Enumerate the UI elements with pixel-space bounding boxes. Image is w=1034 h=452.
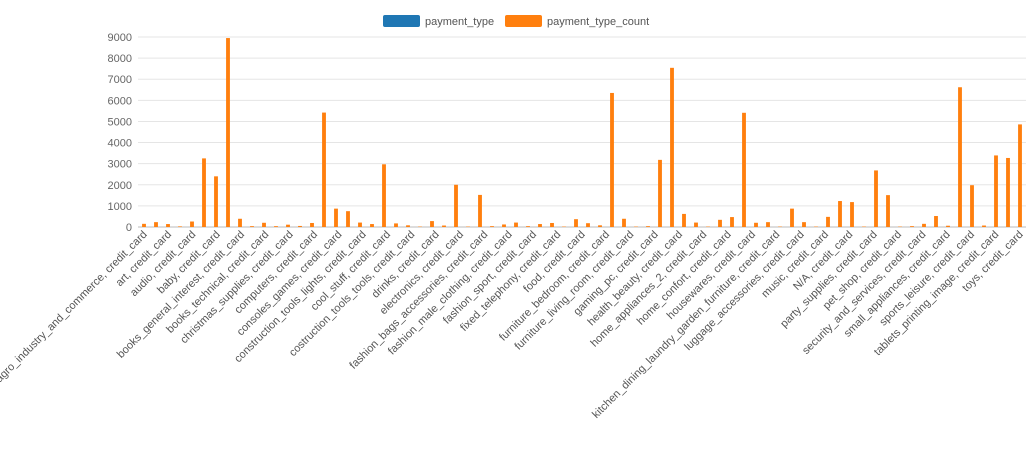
bar[interactable] bbox=[526, 226, 530, 227]
y-tick-label: 5000 bbox=[108, 116, 132, 128]
bar[interactable] bbox=[322, 113, 326, 227]
bar[interactable] bbox=[442, 226, 446, 227]
bar[interactable] bbox=[166, 224, 170, 227]
bar[interactable] bbox=[922, 224, 926, 227]
bar[interactable] bbox=[766, 222, 770, 227]
bar[interactable] bbox=[850, 202, 854, 227]
bar[interactable] bbox=[370, 224, 374, 227]
bar[interactable] bbox=[298, 226, 302, 227]
bar[interactable] bbox=[886, 195, 890, 227]
bar[interactable] bbox=[334, 209, 338, 227]
legend-label-payment_type[interactable]: payment_type bbox=[425, 16, 494, 28]
bars bbox=[142, 38, 1022, 227]
bar[interactable] bbox=[802, 222, 806, 227]
y-tick-label: 8000 bbox=[108, 53, 132, 65]
bar[interactable] bbox=[946, 226, 950, 227]
bar[interactable] bbox=[394, 223, 398, 227]
bar[interactable] bbox=[538, 224, 542, 227]
bar[interactable] bbox=[214, 176, 218, 227]
bar[interactable] bbox=[610, 93, 614, 227]
bar[interactable] bbox=[958, 87, 962, 227]
gridlines bbox=[138, 37, 1026, 227]
bar[interactable] bbox=[874, 170, 878, 227]
bar[interactable] bbox=[1018, 124, 1022, 227]
bar[interactable] bbox=[826, 217, 830, 227]
bar[interactable] bbox=[910, 226, 914, 227]
bar[interactable] bbox=[490, 226, 494, 227]
bar[interactable] bbox=[154, 222, 158, 227]
legend-swatch-payment_type[interactable] bbox=[383, 15, 420, 27]
bar[interactable] bbox=[982, 226, 986, 227]
bar[interactable] bbox=[226, 38, 230, 227]
bar[interactable] bbox=[478, 195, 482, 227]
bar[interactable] bbox=[202, 158, 206, 227]
bar[interactable] bbox=[838, 201, 842, 227]
bar[interactable] bbox=[994, 155, 998, 227]
bar[interactable] bbox=[454, 185, 458, 227]
legend-label-payment_type_count[interactable]: payment_type_count bbox=[547, 16, 649, 28]
y-tick-label: 6000 bbox=[108, 95, 132, 107]
bar[interactable] bbox=[514, 223, 518, 227]
y-tick-label: 2000 bbox=[108, 180, 132, 192]
bar[interactable] bbox=[286, 225, 290, 227]
bar[interactable] bbox=[646, 226, 650, 227]
bar[interactable] bbox=[934, 216, 938, 227]
y-tick-label: 3000 bbox=[108, 159, 132, 171]
bar[interactable] bbox=[574, 219, 578, 227]
bar[interactable] bbox=[178, 226, 182, 227]
bar[interactable] bbox=[142, 224, 146, 227]
bar[interactable] bbox=[718, 220, 722, 227]
bar[interactable] bbox=[742, 113, 746, 227]
bar[interactable] bbox=[622, 219, 626, 227]
bar[interactable] bbox=[502, 224, 506, 227]
bar[interactable] bbox=[790, 209, 794, 227]
bar[interactable] bbox=[658, 160, 662, 227]
bar[interactable] bbox=[406, 225, 410, 227]
y-tick-label: 1000 bbox=[108, 201, 132, 213]
legend[interactable]: payment_type payment_type_count bbox=[383, 15, 649, 28]
bar[interactable] bbox=[190, 222, 194, 227]
y-tick-label: 7000 bbox=[108, 74, 132, 86]
bar[interactable] bbox=[670, 68, 674, 227]
bar[interactable] bbox=[274, 226, 278, 227]
bar[interactable] bbox=[586, 223, 590, 227]
bar[interactable] bbox=[346, 211, 350, 227]
legend-swatch-payment_type_count[interactable] bbox=[505, 15, 542, 27]
x-tick-label: agro_industry_and_commerce, credit_card bbox=[0, 229, 150, 385]
bar[interactable] bbox=[550, 223, 554, 227]
bar[interactable] bbox=[430, 221, 434, 227]
x-axis: agro_industry_and_commerce, credit_carda… bbox=[0, 229, 1026, 421]
y-tick-label: 4000 bbox=[108, 138, 132, 150]
bar[interactable] bbox=[682, 214, 686, 227]
y-axis: 0 1000 2000 3000 4000 5000 6000 7000 8000 9000 bbox=[108, 32, 132, 234]
bar[interactable] bbox=[1006, 158, 1010, 227]
bar[interactable] bbox=[250, 226, 254, 227]
bar[interactable] bbox=[358, 223, 362, 227]
bar[interactable] bbox=[730, 217, 734, 227]
bar[interactable] bbox=[754, 223, 758, 227]
bar[interactable] bbox=[970, 185, 974, 227]
bar[interactable] bbox=[598, 225, 602, 227]
bar[interactable] bbox=[382, 164, 386, 227]
bar[interactable] bbox=[694, 223, 698, 227]
bar[interactable] bbox=[262, 223, 266, 227]
bar[interactable] bbox=[238, 219, 242, 227]
y-tick-label: 9000 bbox=[108, 32, 132, 44]
bar[interactable] bbox=[310, 223, 314, 227]
y-tick-label: 0 bbox=[126, 222, 132, 234]
